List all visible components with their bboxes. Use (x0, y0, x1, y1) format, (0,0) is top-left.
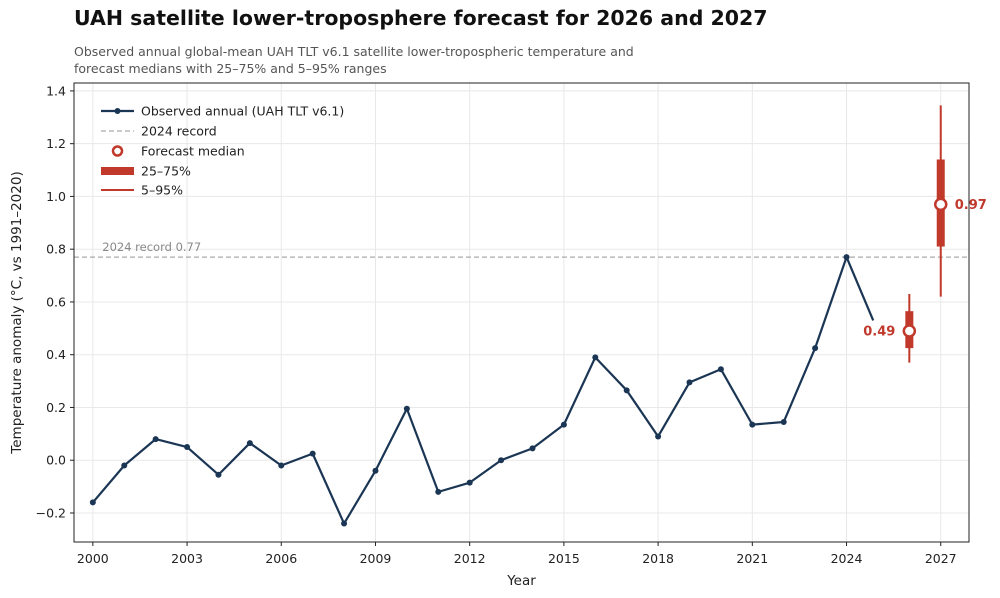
x-tick-label: 2003 (171, 551, 203, 566)
x-tick-label: 2006 (265, 551, 297, 566)
observed-point (184, 444, 191, 451)
observed-series-layer (89, 254, 875, 527)
observed-point (717, 366, 724, 373)
observed-point (780, 418, 787, 425)
forecast-median-label: 0.97 (955, 198, 987, 213)
tick-layer: 2000 2003 2006 2009 2012 2015 2018 2021 2024 2027… (36, 83, 957, 566)
observed-point (435, 488, 442, 495)
observed-point (529, 445, 536, 452)
chart-subtitle: Observed annual global-mean UAH TLT v6.1… (74, 43, 634, 77)
x-tick-label: 2000 (77, 551, 109, 566)
subtitle-line-2: forecast medians with 25–75% and 5–95% r… (74, 61, 387, 76)
legend: Observed annual (UAH TLT v6.1) 2024 recor… (101, 104, 344, 198)
subtitle-line-1: Observed annual global-mean UAH TLT v6.1… (74, 44, 634, 59)
observed-point (655, 433, 662, 440)
observed-point (812, 345, 819, 352)
y-tick-label: 1.0 (46, 189, 66, 204)
x-axis-label: Year (506, 573, 536, 589)
observed-trailing-segment (845, 256, 875, 321)
observed-point (372, 467, 379, 474)
y-tick-label: −0.2 (36, 505, 66, 520)
observed-point (89, 499, 96, 506)
legend-range-label: 5–95% (141, 183, 183, 198)
observed-point (403, 405, 410, 412)
y-axis-label: Temperature anomaly (°C, vs 1991–2020) (9, 171, 25, 454)
plot-frame (73, 82, 970, 543)
y-tick-label: 0.6 (46, 294, 66, 309)
forecast-label-background (857, 320, 896, 341)
legend-median-swatch (111, 145, 124, 157)
legend-iqr-label: 25–75% (141, 164, 191, 179)
forecast-layer: 0.49 0.97 (857, 105, 991, 363)
legend-observed-marker (114, 108, 121, 114)
observed-point (278, 462, 285, 469)
legend-record-label: 2024 record (141, 124, 217, 139)
y-tick-label: 1.2 (46, 136, 66, 151)
record-annotation: 2024 record 0.77 (102, 240, 201, 254)
observed-point (215, 471, 222, 478)
observed-point (121, 462, 128, 469)
observed-point (246, 440, 253, 447)
forecast-median-marker (933, 197, 948, 212)
record-reference-layer: 2024 record 0.77 (74, 240, 969, 258)
y-tick-label: 0.4 (46, 347, 66, 362)
observed-point (623, 387, 630, 394)
y-tick-label: 0.8 (46, 242, 66, 257)
legend-observed-label: Observed annual (UAH TLT v6.1) (141, 104, 344, 119)
x-tick-label: 2021 (736, 551, 768, 566)
legend-iqr-swatch (101, 167, 134, 175)
y-tick-label: 0.2 (46, 400, 66, 415)
forecast-median-marker (902, 324, 917, 338)
x-tick-label: 2018 (642, 551, 674, 566)
observed-point (592, 354, 599, 361)
observed-point (498, 457, 505, 464)
forecast-label-background (952, 194, 991, 215)
observed-point (341, 520, 348, 527)
grid-layer (74, 83, 969, 542)
observed-point (309, 450, 316, 457)
observed-point (560, 421, 567, 428)
observed-point (686, 379, 693, 386)
y-tick-label: 0.0 (46, 453, 66, 468)
x-tick-label: 2009 (360, 551, 392, 566)
forecast-median-label: 0.49 (863, 324, 895, 339)
legend-median-label: Forecast median (141, 144, 245, 159)
observed-point (749, 421, 756, 428)
x-tick-label: 2015 (548, 551, 580, 566)
chart-title: UAH satellite lower-troposphere forecast… (74, 6, 768, 30)
x-tick-label: 2012 (454, 551, 486, 566)
observed-point (152, 436, 159, 443)
y-tick-label: 1.4 (46, 83, 66, 98)
x-tick-label: 2027 (925, 551, 957, 566)
observed-point (466, 479, 473, 486)
x-tick-label: 2024 (831, 551, 863, 566)
